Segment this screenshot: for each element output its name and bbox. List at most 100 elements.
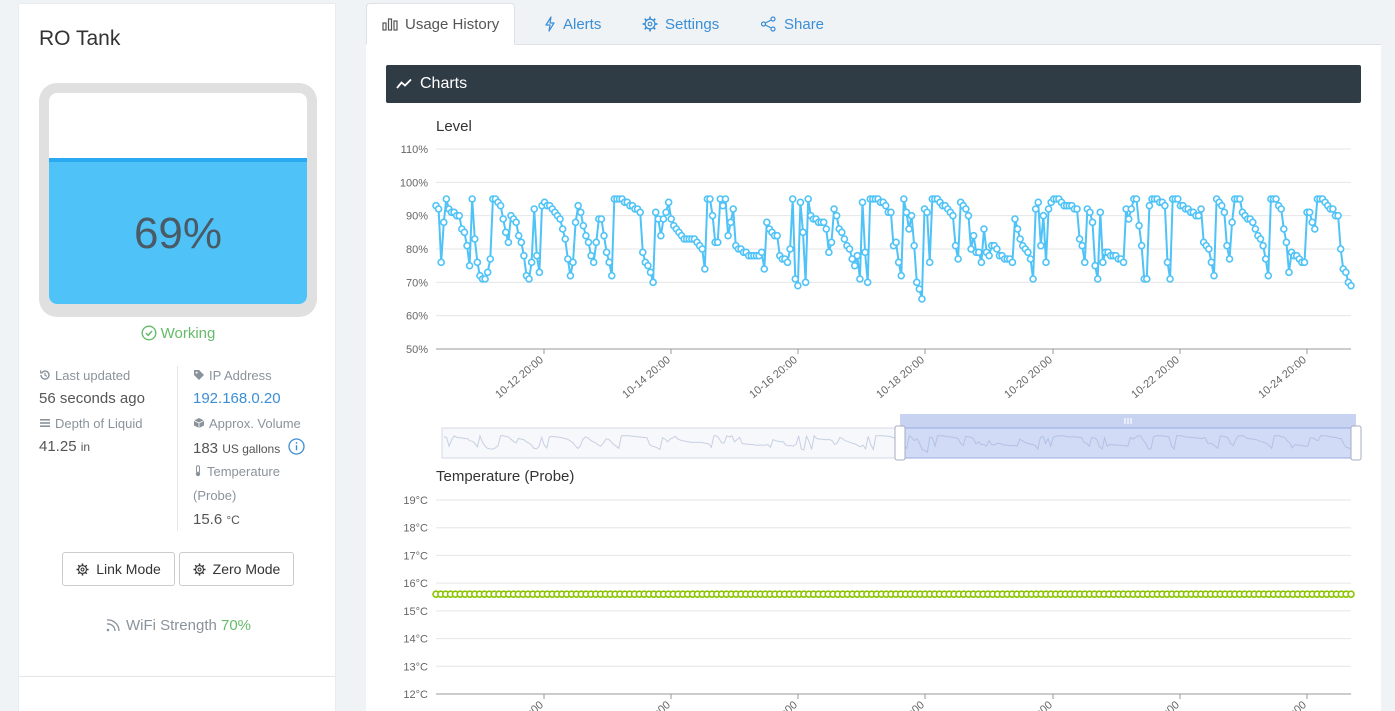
temperature-y-tick-label: 15°C: [403, 606, 428, 618]
info-icon[interactable]: [288, 438, 306, 455]
level-data-point: [1013, 225, 1022, 233]
level-data-point: [1124, 215, 1133, 223]
level-data-point: [801, 278, 810, 287]
level-data-point: [713, 238, 722, 247]
level-data-point: [1207, 258, 1216, 267]
temperature-y-tick-label: 19°C: [403, 495, 428, 507]
level-data-point: [566, 271, 575, 280]
level-data-point: [499, 215, 508, 223]
level-data-point: [1166, 275, 1174, 283]
level-data-point: [760, 265, 769, 273]
zoom-selection: [899, 427, 1357, 459]
level-data-point: [1311, 225, 1319, 233]
level-data-point: [863, 278, 872, 287]
level-data-point: [1099, 258, 1107, 267]
level-data-point: [949, 211, 957, 220]
level-data-point: [600, 231, 608, 240]
history-icon: [39, 370, 50, 380]
level-data-point: [980, 225, 988, 233]
link-mode-button[interactable]: Link Mode: [62, 552, 175, 586]
zero-mode-button[interactable]: Zero Mode: [179, 552, 294, 586]
level-data-point: [1300, 258, 1309, 267]
level-y-tick-label: 80%: [406, 244, 428, 256]
wifi-strength: WiFi Strength 70%: [19, 617, 337, 634]
temperature-y-tick-label: 14°C: [403, 634, 428, 646]
level-data-point: [1336, 245, 1345, 253]
level-data-point: [439, 218, 448, 227]
volume-value: 183 US gallons: [193, 438, 306, 457]
level-data-point: [1091, 261, 1099, 270]
level-data-point: [1347, 281, 1355, 290]
tab-share[interactable]: Share: [760, 3, 824, 45]
level-data-point: [822, 225, 831, 233]
level-data-point: [853, 251, 862, 260]
level-data-point: [788, 195, 797, 203]
temperature-x-tick-label: 10-20 20:00: [1002, 699, 1055, 711]
level-data-point: [1143, 275, 1151, 283]
level-data-point: [1145, 201, 1154, 210]
level-data-point: [1308, 218, 1317, 227]
temperature-x-tick-label: 10-12 20:00: [493, 699, 546, 711]
level-data-point: [589, 258, 598, 267]
level-y-tick-label: 100%: [400, 177, 428, 189]
level-data-point: [910, 241, 918, 250]
thermometer-icon: [195, 465, 201, 477]
level-data-point: [533, 251, 541, 260]
ip-value[interactable]: 192.168.0.20: [193, 390, 281, 407]
level-data-point: [925, 258, 934, 267]
level-data-point: [951, 241, 960, 250]
bar-chart-icon: [382, 18, 398, 31]
tab-alerts[interactable]: Alerts: [544, 3, 601, 45]
tab-settings[interactable]: Settings: [642, 3, 719, 45]
column-divider: [177, 366, 178, 531]
level-data-point: [698, 245, 707, 253]
last-updated-value: 56 seconds ago: [39, 390, 145, 407]
level-data-point: [825, 248, 833, 257]
tab-usage-history[interactable]: Usage History: [366, 3, 516, 45]
level-data-point: [962, 205, 970, 213]
wifi-icon: [106, 619, 120, 632]
level-data-point: [605, 258, 613, 267]
level-data-point: [967, 245, 975, 253]
level-data-point: [481, 275, 489, 283]
level-data-point: [607, 271, 616, 280]
level-data-point: [892, 238, 900, 247]
zoom-slider[interactable]: [366, 412, 1381, 462]
level-data-point: [827, 238, 836, 247]
zoom-handle: [894, 425, 906, 461]
level-data-point: [1088, 218, 1097, 227]
level-data-point: [1217, 201, 1226, 210]
level-data-point: [1334, 211, 1342, 220]
level-data-point: [719, 201, 727, 210]
level-data-point: [763, 218, 771, 227]
level-data-point: [460, 228, 469, 237]
level-data-point: [954, 255, 962, 263]
level-data-point: [840, 235, 849, 243]
level-data-point: [845, 245, 854, 253]
level-data-point: [974, 248, 983, 257]
level-data-point: [659, 215, 668, 223]
level-data-point: [856, 275, 864, 283]
level-data-point: [569, 258, 577, 267]
level-data-point: [1034, 198, 1043, 207]
level-data-point: [1277, 205, 1286, 213]
level-data-point: [729, 205, 738, 213]
level-data-point: [483, 268, 492, 277]
check-circle-icon: [141, 325, 157, 341]
level-data-point: [470, 235, 479, 243]
level-y-tick-label: 60%: [406, 311, 428, 323]
level-data-point: [530, 205, 539, 213]
depth-label: Depth of Liquid: [39, 416, 142, 431]
level-data-point: [830, 205, 838, 213]
level-data-point: [726, 218, 735, 227]
temperature-y-tick-label: 18°C: [403, 523, 428, 535]
level-data-point: [1251, 225, 1260, 233]
level-data-point: [724, 231, 732, 240]
level-data-point: [576, 208, 585, 217]
level-data-point: [646, 268, 655, 277]
level-data-point: [1119, 258, 1128, 267]
volume-label: Approx. Volume: [193, 416, 301, 431]
level-data-point: [501, 228, 510, 237]
level-data-point: [473, 258, 482, 267]
level-data-point: [786, 245, 794, 253]
